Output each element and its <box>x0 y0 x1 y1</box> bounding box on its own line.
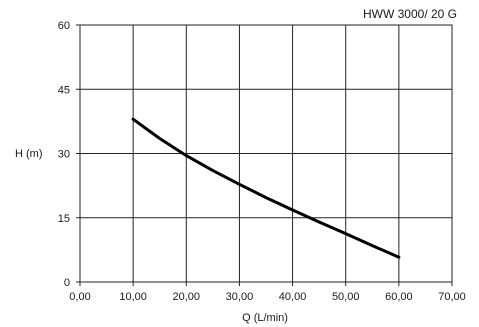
x-tick-label: 70,00 <box>438 291 466 303</box>
y-axis-title: H (m) <box>15 148 43 160</box>
y-axis-ticks: 0 15 30 45 60 <box>58 20 80 289</box>
x-tick-label: 60,00 <box>385 291 413 303</box>
y-tick-label: 45 <box>58 84 70 96</box>
y-tick-label: 60 <box>58 20 70 32</box>
chart-title: HWW 3000/ 20 G <box>363 7 457 21</box>
y-tick-label: 15 <box>58 213 70 225</box>
series-line <box>131 117 401 259</box>
y-tick-label: 30 <box>58 149 70 161</box>
x-tick-label: 10,00 <box>119 291 147 303</box>
series-layer <box>131 117 401 259</box>
y-tick-label: 0 <box>64 277 70 289</box>
x-axis-ticks: 0,00 10,00 20,00 30,00 40,00 50,00 60,00 70,00 <box>69 282 466 303</box>
x-axis-title: Q (L/min) <box>242 312 288 324</box>
grid <box>79 24 453 283</box>
x-tick-label: 40,00 <box>279 291 307 303</box>
x-tick-label: 30,00 <box>226 291 254 303</box>
x-tick-label: 20,00 <box>173 291 201 303</box>
x-tick-label: 0,00 <box>69 291 90 303</box>
x-tick-label: 50,00 <box>332 291 360 303</box>
